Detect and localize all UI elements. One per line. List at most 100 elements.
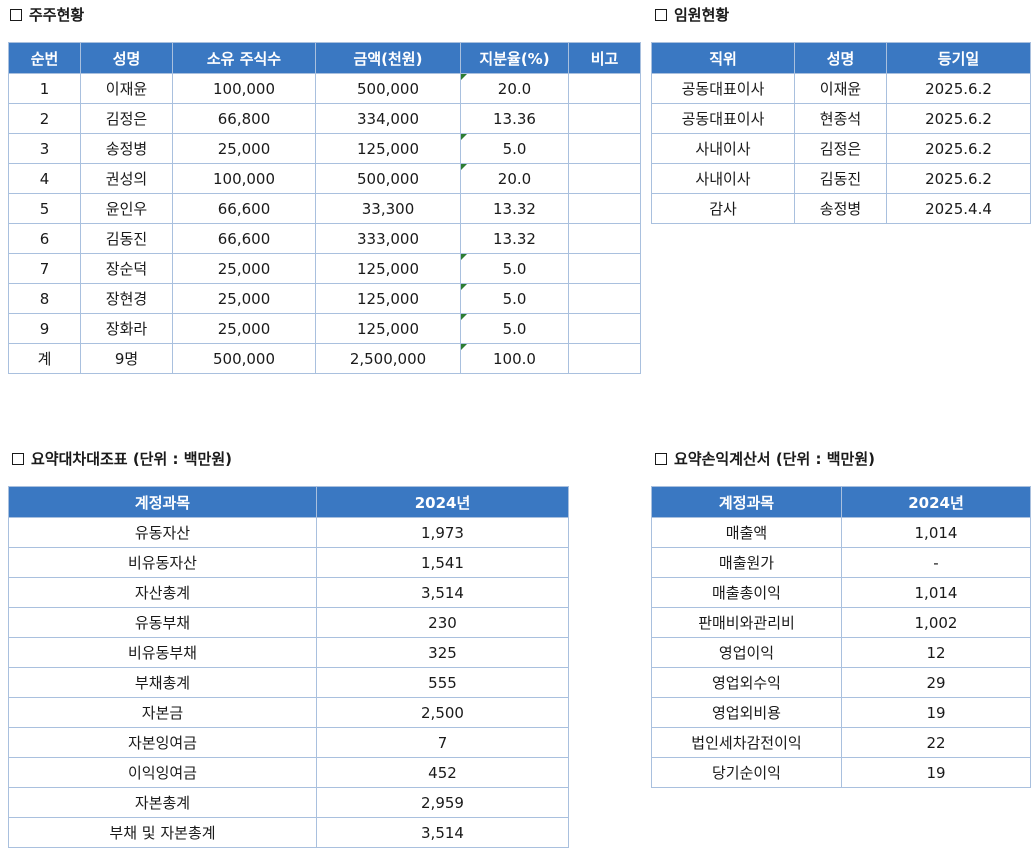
table-cell: - xyxy=(841,547,1031,578)
table-cell: 8 xyxy=(8,283,81,314)
table-cell: 500,000 xyxy=(172,343,316,374)
table-row: 3 송정병 25,000 125,000 5.0 xyxy=(8,133,641,164)
table-row: 유동부채 230 xyxy=(8,607,569,638)
table-cell: 장화라 xyxy=(80,313,173,344)
table-cell: 100,000 xyxy=(172,73,316,104)
table-row: 비유동부채 325 xyxy=(8,637,569,668)
table-cell: 2025.6.2 xyxy=(886,103,1031,134)
table-cell: 66,600 xyxy=(172,223,316,254)
table-row: 매출원가 - xyxy=(651,547,1031,578)
table-row: 매출액 1,014 xyxy=(651,517,1031,548)
table-cell: 윤인우 xyxy=(80,193,173,224)
checkbox-square-icon xyxy=(12,453,24,465)
table-cell: 사내이사 xyxy=(651,163,795,194)
table-cell: 3,514 xyxy=(316,577,569,608)
income-statement-title-text: 요약손익계산서 (단위 : 백만원) xyxy=(674,450,875,468)
table-cell: 25,000 xyxy=(172,253,316,284)
table-cell: 9 xyxy=(8,313,81,344)
table-row: 영업외비용 19 xyxy=(651,697,1031,728)
table-row: 매출총이익 1,014 xyxy=(651,577,1031,608)
table-row: 영업이익 12 xyxy=(651,637,1031,668)
table-cell: 4 xyxy=(8,163,81,194)
column-header: 2024년 xyxy=(841,486,1031,518)
table-cell: 이익잉여금 xyxy=(8,757,317,788)
table-row: 4 권성의 100,000 500,000 20.0 xyxy=(8,163,641,194)
table-row: 자본금 2,500 xyxy=(8,697,569,728)
table-cell: 1,014 xyxy=(841,577,1031,608)
table-cell: 김정은 xyxy=(80,103,173,134)
table-cell: 1,014 xyxy=(841,517,1031,548)
table-row: 비유동자산 1,541 xyxy=(8,547,569,578)
table-cell: 125,000 xyxy=(315,253,461,284)
column-header: 소유 주식수 xyxy=(172,42,316,74)
table-row: 자본잉여금 7 xyxy=(8,727,569,758)
table-cell: 사내이사 xyxy=(651,133,795,164)
table-row: 7 장순덕 25,000 125,000 5.0 xyxy=(8,253,641,284)
table-cell: 비유동부채 xyxy=(8,637,317,668)
table-cell: 19 xyxy=(841,697,1031,728)
shareholders-title-text: 주주현황 xyxy=(29,6,85,24)
table-cell: 매출원가 xyxy=(651,547,842,578)
table-cell: 2025.6.2 xyxy=(886,163,1031,194)
table-cell: 19 xyxy=(841,757,1031,788)
table-cell: 5.0 xyxy=(460,313,569,344)
table-cell: 20.0 xyxy=(460,73,569,104)
table-cell: 33,300 xyxy=(315,193,461,224)
column-header: 계정과목 xyxy=(8,486,317,518)
table-cell xyxy=(568,223,641,254)
table-cell: 29 xyxy=(841,667,1031,698)
table-cell: 2025.6.2 xyxy=(886,133,1031,164)
column-header: 성명 xyxy=(80,42,173,74)
table-cell xyxy=(568,73,641,104)
table-cell: 13.36 xyxy=(460,103,569,134)
income-statement-table: 계정과목 2024년 매출액 1,014 매출원가 - 매출총이익 1,014 판매비와관리비… xyxy=(651,486,1031,788)
shareholders-table: 순번 성명 소유 주식수 금액(천원) 지분율(%) 비고 1 이재윤 100,000 500,… xyxy=(8,42,641,374)
table-cell: 230 xyxy=(316,607,569,638)
table-cell: 2,500,000 xyxy=(315,343,461,374)
table-cell: 5.0 xyxy=(460,133,569,164)
officers-header-row: 직위 성명 등기일 xyxy=(651,42,1031,74)
table-cell xyxy=(568,343,641,374)
table-cell: 현종석 xyxy=(794,103,887,134)
table-cell: 100,000 xyxy=(172,163,316,194)
table-cell: 325 xyxy=(316,637,569,668)
officers-table: 직위 성명 등기일 공동대표이사 이재윤 2025.6.2 공동대표이사 현종석 2025.6… xyxy=(651,42,1031,224)
column-header: 직위 xyxy=(651,42,795,74)
table-cell: 1,541 xyxy=(316,547,569,578)
table-cell: 법인세차감전이익 xyxy=(651,727,842,758)
table-cell: 22 xyxy=(841,727,1031,758)
table-cell: 2,500 xyxy=(316,697,569,728)
table-cell: 1 xyxy=(8,73,81,104)
table-cell: 김동진 xyxy=(80,223,173,254)
column-header: 비고 xyxy=(568,42,641,74)
table-cell: 장현경 xyxy=(80,283,173,314)
table-row: 사내이사 김정은 2025.6.2 xyxy=(651,133,1031,164)
table-cell: 125,000 xyxy=(315,313,461,344)
table-row: 2 김정은 66,800 334,000 13.36 xyxy=(8,103,641,134)
table-cell: 판매비와관리비 xyxy=(651,607,842,638)
table-cell: 25,000 xyxy=(172,133,316,164)
table-row: 공동대표이사 이재윤 2025.6.2 xyxy=(651,73,1031,104)
table-row: 이익잉여금 452 xyxy=(8,757,569,788)
table-cell xyxy=(568,253,641,284)
table-cell xyxy=(568,163,641,194)
table-cell: 334,000 xyxy=(315,103,461,134)
table-cell: 자본잉여금 xyxy=(8,727,317,758)
table-cell: 김정은 xyxy=(794,133,887,164)
table-cell xyxy=(568,133,641,164)
table-row: 자본총계 2,959 xyxy=(8,787,569,818)
table-cell: 1,002 xyxy=(841,607,1031,638)
table-cell: 3,514 xyxy=(316,817,569,848)
table-cell: 500,000 xyxy=(315,73,461,104)
table-cell: 송정병 xyxy=(80,133,173,164)
table-row: 5 윤인우 66,600 33,300 13.32 xyxy=(8,193,641,224)
shareholders-title: 주주현황 xyxy=(10,4,84,25)
table-cell: 영업외수익 xyxy=(651,667,842,698)
table-cell: 매출총이익 xyxy=(651,577,842,608)
table-cell: 2 xyxy=(8,103,81,134)
table-cell: 2,959 xyxy=(316,787,569,818)
table-cell: 자본금 xyxy=(8,697,317,728)
table-cell: 5.0 xyxy=(460,253,569,284)
column-header: 등기일 xyxy=(886,42,1031,74)
table-row: 사내이사 김동진 2025.6.2 xyxy=(651,163,1031,194)
